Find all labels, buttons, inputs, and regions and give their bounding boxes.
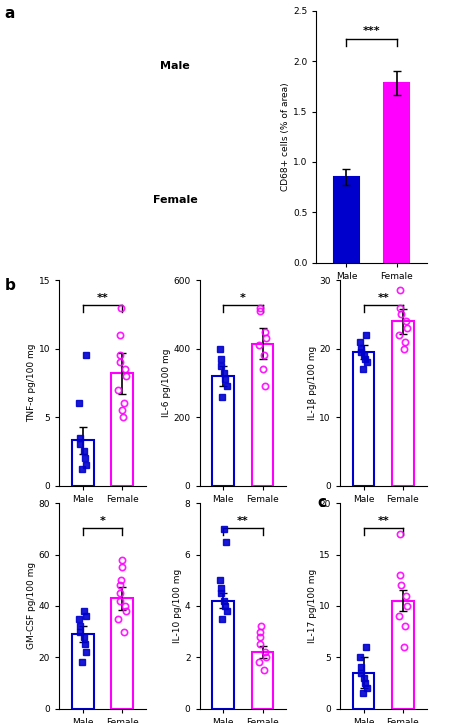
Text: *: *: [100, 515, 106, 526]
Bar: [212, 376, 234, 486]
Text: **: **: [377, 515, 389, 526]
Bar: [392, 321, 414, 486]
Text: *: *: [240, 293, 246, 303]
Bar: [72, 634, 94, 709]
Text: Female: Female: [153, 194, 197, 205]
Text: **: **: [97, 293, 109, 303]
Y-axis label: IL-10 pg/100 mg: IL-10 pg/100 mg: [173, 569, 182, 643]
Bar: [384, 83, 409, 262]
Bar: [353, 352, 374, 486]
Bar: [252, 652, 273, 709]
Y-axis label: IL-1β pg/100 mg: IL-1β pg/100 mg: [308, 346, 317, 420]
Text: **: **: [377, 293, 389, 303]
Text: ***: ***: [363, 26, 380, 36]
Y-axis label: TNF-α pg/100 mg: TNF-α pg/100 mg: [27, 343, 36, 422]
Y-axis label: CD68+ cells (% of area): CD68+ cells (% of area): [281, 82, 290, 191]
Text: b: b: [5, 278, 16, 294]
Bar: [111, 373, 133, 486]
Bar: [111, 598, 133, 709]
Bar: [353, 672, 374, 709]
Y-axis label: GM-CSF pg/100 mg: GM-CSF pg/100 mg: [27, 562, 36, 649]
Text: a: a: [5, 6, 15, 21]
Text: Male: Male: [160, 61, 190, 72]
Y-axis label: IL-17 pg/100 mg: IL-17 pg/100 mg: [308, 569, 317, 643]
Bar: [392, 601, 414, 709]
Bar: [252, 343, 273, 486]
Bar: [72, 440, 94, 486]
Text: **: **: [237, 515, 249, 526]
Bar: [212, 601, 234, 709]
Text: c: c: [318, 495, 327, 510]
Y-axis label: IL-6 pg/100 mg: IL-6 pg/100 mg: [162, 348, 171, 417]
Bar: [334, 177, 359, 262]
